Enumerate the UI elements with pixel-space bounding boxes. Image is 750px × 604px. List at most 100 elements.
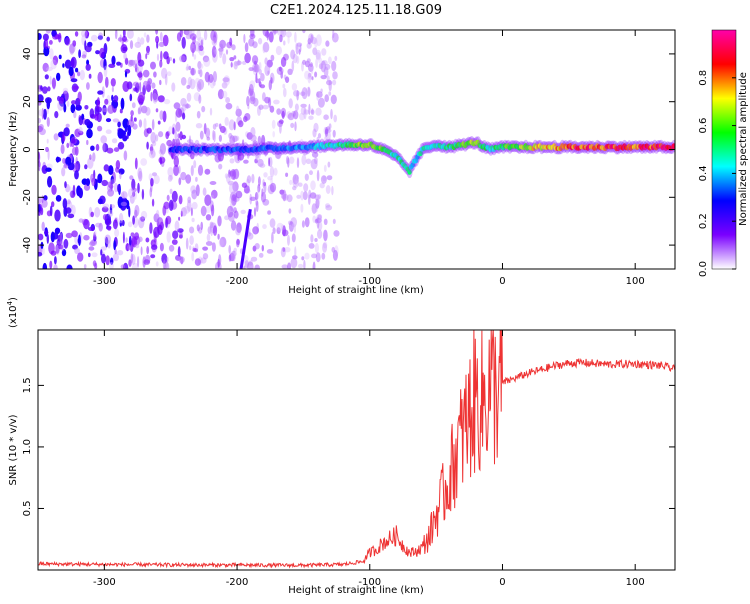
spectrogram-noise-blob bbox=[151, 198, 155, 207]
spectrogram-noise-blob bbox=[121, 219, 125, 227]
spectrogram-noise-blob bbox=[275, 45, 282, 56]
spectrogram-noise-blob bbox=[94, 207, 101, 218]
spectrogram-noise-blob bbox=[46, 98, 51, 110]
spectrogram-noise-blob bbox=[262, 178, 265, 188]
spectrogram-noise-blob bbox=[180, 97, 187, 107]
spectrogram-noise-blob bbox=[312, 263, 316, 269]
chart-title: C2E1.2024.125.11.18.G09 bbox=[270, 3, 442, 18]
spectrogram-noise-blob bbox=[41, 195, 44, 204]
spectrogram-noise-blob bbox=[83, 264, 87, 269]
snr-series-line bbox=[38, 330, 675, 569]
spectrogram-noise-blob bbox=[42, 247, 45, 255]
spectrogram-noise-blob bbox=[209, 221, 214, 229]
colorbar-tick-label: 0.8 bbox=[698, 70, 709, 86]
spectrogram-noise-blob bbox=[280, 193, 287, 200]
colorbar: 0.0 0.2 0.4 0.6 0.8 Normalized spectral ampl… bbox=[698, 29, 749, 277]
spectrogram-noise-blob bbox=[124, 71, 128, 78]
spectrogram-noise-blob bbox=[115, 166, 120, 173]
spectrogram-noise-blob bbox=[108, 165, 114, 176]
spectrogram-noise-blob bbox=[282, 189, 287, 202]
spectrogram-noise-blob bbox=[189, 135, 191, 146]
spectrogram-noise-blob bbox=[258, 176, 261, 187]
spectrogram-noise-blob bbox=[291, 233, 296, 243]
spectrogram-noise-blob bbox=[41, 221, 45, 232]
spectrogram-noise-blob bbox=[92, 152, 96, 162]
spectrogram-noise-blob bbox=[300, 190, 304, 201]
spectrogram-noise-blob bbox=[111, 94, 114, 102]
spectrogram-noise-blob bbox=[218, 163, 223, 170]
spectrogram-noise-blob bbox=[257, 184, 261, 193]
spectrogram-noise-blob bbox=[219, 236, 227, 248]
spectrogram-noise-blob bbox=[304, 217, 310, 228]
spectrogram-noise-blob bbox=[129, 40, 134, 50]
spectrogram-noise-blob bbox=[128, 205, 131, 218]
x-tick-label: 0 bbox=[499, 276, 505, 287]
spectrogram-noise-blob bbox=[277, 30, 284, 36]
spectrogram-noise-blob bbox=[325, 40, 330, 47]
spectrogram-noise-blob bbox=[54, 111, 59, 119]
spectrogram-noise-blob bbox=[254, 158, 258, 164]
spectrogram-noise-blob bbox=[331, 185, 334, 196]
spectrogram-noise-blob bbox=[317, 229, 323, 239]
spectrogram-noise-blob bbox=[315, 52, 321, 60]
spectrogram-noise-blob bbox=[186, 199, 192, 212]
spectrogram-noise-blob bbox=[202, 246, 209, 251]
spectrogram-noise-blob bbox=[123, 150, 128, 161]
spectrogram-noise-blob bbox=[254, 243, 260, 250]
spectrogram-noise-blob bbox=[311, 253, 318, 259]
spectrogram-noise-blob bbox=[294, 174, 299, 181]
spectrogram-noise-blob bbox=[203, 57, 211, 67]
spectrogram-noise-blob bbox=[190, 67, 196, 76]
spectrogram-noise-blob bbox=[137, 72, 143, 78]
spectrogram-noise-blob bbox=[243, 33, 246, 44]
spectrogram-noise-blob bbox=[307, 72, 312, 78]
spectrogram-noise-blob bbox=[226, 173, 231, 184]
spectrogram-noise-blob bbox=[158, 131, 164, 138]
spectrogram-noise-blob bbox=[297, 263, 304, 269]
spectrogram-noise-blob bbox=[129, 175, 134, 180]
spectrogram-noise-blob bbox=[40, 207, 44, 216]
spectrogram-noise-blob bbox=[308, 243, 315, 249]
spectrogram-noise-blob bbox=[217, 215, 222, 227]
spectrogram-noise-blob bbox=[202, 55, 210, 63]
spectrogram-noise-blob bbox=[290, 49, 296, 60]
spectrogram-noise-blob bbox=[211, 45, 217, 58]
spectrogram-noise-blob bbox=[283, 87, 287, 98]
spectrogram-noise-blob bbox=[177, 228, 184, 233]
spectrogram-noise-blob bbox=[42, 86, 48, 94]
spectrogram-noise-blob bbox=[97, 198, 103, 205]
spectrogram-noise-blob bbox=[333, 114, 338, 123]
spectrogram-noise-blob bbox=[42, 33, 49, 41]
spectrogram-noise-blob bbox=[257, 158, 264, 167]
spectrogram-noise-blob bbox=[128, 59, 136, 66]
spectrogram-noise-blob bbox=[54, 227, 61, 234]
spectrogram-noise-blob bbox=[324, 63, 331, 70]
spectrogram-noise-blob bbox=[198, 63, 204, 70]
spectrogram-noise-blob bbox=[171, 190, 178, 203]
spectrogram-noise-blob bbox=[187, 76, 193, 88]
spectrogram-noise-blob bbox=[138, 236, 143, 243]
spectrogram-noise-blob bbox=[247, 261, 254, 269]
spectrogram-noise-blob bbox=[43, 46, 50, 57]
spectrogram-noise-blob bbox=[146, 246, 150, 255]
spectrogram-noise-blob bbox=[272, 227, 276, 235]
spectrogram-noise-blob bbox=[155, 108, 159, 113]
spectrogram-noise-blob bbox=[294, 246, 297, 259]
spectrogram-noise-blob bbox=[149, 222, 153, 234]
signal-core bbox=[671, 143, 675, 149]
spectrogram-noise-blob bbox=[130, 110, 134, 117]
spectrogram-noise-blob bbox=[162, 259, 166, 269]
spectrogram-noise-blob bbox=[46, 117, 50, 127]
spectrogram-noise-blob bbox=[260, 191, 267, 203]
spectrogram-noise-blob bbox=[295, 174, 298, 186]
spectrogram-noise-blob bbox=[323, 136, 328, 145]
spectrogram-noise-blob bbox=[162, 110, 167, 123]
spectrogram-noise-blob bbox=[183, 30, 190, 35]
y-tick-label: 40 bbox=[22, 48, 33, 61]
spectrogram-noise-blob bbox=[43, 108, 47, 120]
spectrogram-noise-blob bbox=[224, 116, 229, 126]
spectrogram-noise-blob bbox=[314, 242, 319, 254]
spectrogram-noise-blob bbox=[120, 191, 128, 200]
spectrogram-noise-blob bbox=[87, 226, 95, 231]
spectrogram-noise-blob bbox=[111, 138, 118, 144]
